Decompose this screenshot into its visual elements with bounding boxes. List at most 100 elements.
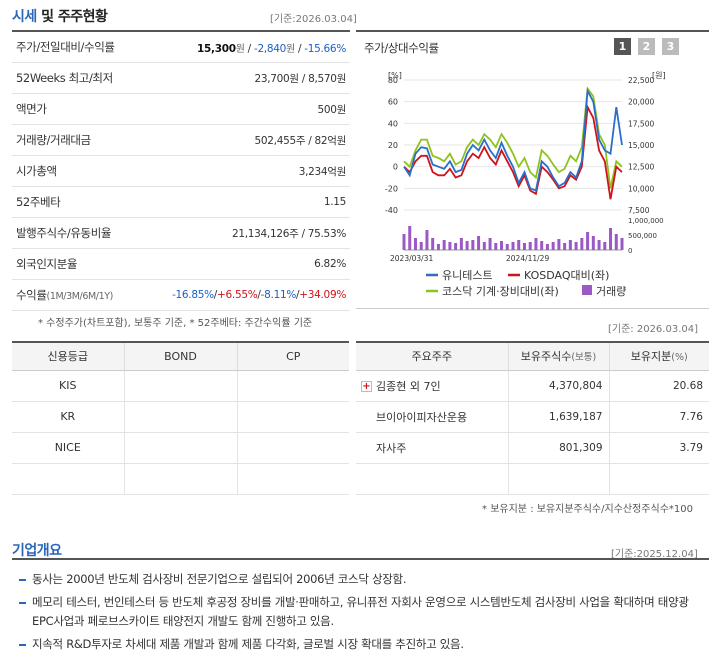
holder-name[interactable]: 김종현 외 7인 [376, 379, 441, 393]
quote-row-volume: 거래량/거래대금 502,455주 / 82억원 [12, 125, 350, 156]
right-tick-label: 22,500 [628, 76, 654, 85]
price-unit: 원 [235, 43, 245, 55]
overview-item: 지속적 R&D투자로 차세대 제품 개발과 함께 제품 다각화, 글로벌 시장 … [12, 635, 709, 654]
volume-bar [517, 240, 521, 250]
holder-name [356, 463, 509, 495]
volume-tick-label: 500,000 [628, 232, 657, 240]
credit-header-rating: 신용등급 [12, 342, 125, 371]
right-tick-label: 10,000 [628, 184, 654, 193]
volume-bar [580, 238, 584, 250]
credit-row [12, 463, 349, 495]
legend-label-3: 거래량 [596, 285, 626, 298]
right-tick-label: 15,000 [628, 141, 654, 150]
holders-base-date: [기준: 2026.03.04] [608, 324, 699, 335]
quote-section-title-rest: 및 주주현황 [36, 9, 108, 25]
volume-bar [540, 241, 544, 250]
credit-row: KR [12, 401, 349, 433]
relative-return-chart: [%] [원] 80 60 40 20 0 -20 -40 22,500 20,000 17,500 1… [385, 71, 666, 298]
returns-label-sub: (1M/3M/6M/1Y) [46, 291, 114, 302]
volume-bar [488, 238, 492, 250]
price-change: -2,840 [253, 42, 287, 55]
volume-bar [454, 243, 458, 250]
row-value: 6.82% [314, 258, 346, 270]
holder-name: 브이아이피자산운용 [356, 401, 509, 433]
x-tick-label: 2023/03/31 [390, 254, 433, 263]
chart-panel-title: 주가/상대수익률 [364, 41, 439, 55]
row-value: 21,134,126주 / 75.53% [231, 227, 346, 240]
quote-row-52week: 52Weeks 최고/최저 23,700원 / 8,570원 [12, 63, 350, 94]
volume-tick-label: 0 [628, 247, 632, 255]
holder-pct: 3.79 [609, 432, 709, 464]
credit-agency: KR [12, 401, 125, 433]
chart-period-button-3[interactable]: 3 [662, 38, 679, 55]
quote-row-beta: 52주베타 1.15 [12, 187, 350, 218]
volume-bar [614, 234, 618, 250]
volume-bar [413, 238, 417, 250]
holder-pct: 20.68 [609, 370, 709, 402]
volume-bar [431, 238, 435, 250]
credit-header-row: 신용등급 BOND CP [12, 342, 349, 371]
quote-row-shares: 발행주식수/유동비율 21,134,126주 / 75.53% [12, 218, 350, 249]
credit-cp [237, 401, 349, 433]
right-tick-label: 20,000 [628, 98, 654, 107]
volume-bar [534, 238, 538, 250]
volume-bar [528, 242, 532, 250]
volume-tick-label: 1,000,000 [628, 217, 664, 225]
credit-agency [12, 463, 125, 495]
volume-bar [436, 244, 440, 250]
holders-header-pct-label: 보유지분 [630, 350, 672, 364]
quote-row-price: 주가/전일대비/수익률 15,300원 / -2,840원 / -15.66% [12, 32, 350, 63]
quote-section-title: 시세 및 주주현황 [0, 6, 108, 26]
volume-bar [574, 242, 578, 250]
row-label: 52주베타 [16, 195, 61, 209]
return-1y: +34.09% [299, 289, 346, 301]
credit-rating-table: 신용등급 BOND CP KIS KR NICE [12, 341, 349, 495]
credit-bond [124, 401, 238, 433]
major-holders-table: 주요주주 보유주식수(보통) 보유지분(%) + 김종현 외 7인 4,370,8… [356, 341, 709, 495]
price-value: 15,300원 / -2,840원 / -15.66% [197, 40, 346, 55]
volume-bar [586, 232, 590, 250]
holder-row [356, 463, 709, 495]
row-value: 23,700원 / 8,570원 [254, 72, 346, 85]
holder-shares [508, 463, 610, 495]
right-tick-label: 17,500 [628, 119, 654, 128]
row-label: 주가/전일대비/수익률 [16, 40, 115, 54]
holder-shares: 801,309 [508, 432, 610, 464]
quote-table: 주가/전일대비/수익률 15,300원 / -2,840원 / -15.66% … [12, 30, 350, 311]
row-label: 수익률(1M/3M/6M/1Y) [16, 287, 113, 303]
row-label: 액면가 [16, 102, 47, 116]
row-label: 52Weeks 최고/최저 [16, 71, 113, 85]
chart-period-button-2[interactable]: 2 [638, 38, 655, 55]
volume-bar [448, 242, 452, 250]
overview-title: 기업개요 [12, 543, 62, 559]
volume-bar [591, 236, 595, 250]
holder-name-cell: + 김종현 외 7인 [356, 370, 509, 402]
volume-bar [402, 234, 406, 250]
expand-plus-icon[interactable]: + [361, 380, 372, 392]
legend-swatch-3 [582, 285, 592, 295]
right-axis-unit: [원] [652, 71, 666, 80]
quote-section-header: 시세 및 주주현황 [0, 2, 108, 30]
chart-period-button-1[interactable]: 1 [614, 38, 631, 55]
volume-bar [597, 240, 601, 250]
credit-agency: NICE [12, 432, 125, 464]
volume-bar [408, 226, 412, 250]
credit-cp [237, 370, 349, 402]
volume-bar [551, 242, 555, 250]
volume-bar [568, 240, 572, 250]
volume-bar [419, 242, 423, 250]
x-tick-label: 2024/11/29 [506, 254, 549, 263]
return-6m: -8.11% [260, 289, 297, 301]
legend-label-2: 코스닥 기계·장비대비(좌) [442, 285, 559, 298]
separator: / [294, 42, 305, 55]
left-tick-label: 80 [388, 76, 398, 85]
volume-bar [482, 242, 486, 250]
legend-label-1: KOSDAQ대비(좌) [524, 269, 609, 282]
return-3m: +6.55% [217, 289, 258, 301]
credit-bond [124, 463, 238, 495]
holder-row: + 김종현 외 7인 4,370,804 20.68 [356, 370, 709, 402]
series-line-1 [403, 104, 623, 200]
chart-panel: 주가/상대수익률 1 2 3 [%] [원] 80 60 40 20 0 -20 -40 22,5… [356, 30, 709, 309]
volume-bar [465, 241, 469, 250]
overview-item: 동사는 2000년 반도체 검사장비 전문기업으로 설립되어 2006년 코스닥… [12, 570, 709, 589]
